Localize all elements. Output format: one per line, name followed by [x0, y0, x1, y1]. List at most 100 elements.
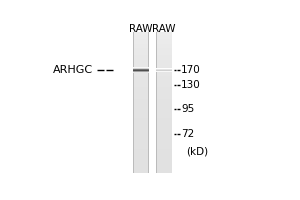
Bar: [156, 56, 172, 58]
Text: 170: 170: [181, 65, 201, 75]
Bar: [156, 159, 172, 161]
Bar: [133, 120, 149, 122]
Text: 130: 130: [181, 80, 201, 90]
Bar: [133, 37, 149, 39]
Bar: [156, 156, 172, 157]
Bar: [133, 172, 149, 173]
Bar: [133, 156, 149, 157]
Bar: [133, 163, 149, 165]
Bar: [133, 110, 149, 111]
Bar: [133, 80, 149, 81]
Bar: [156, 92, 172, 94]
Bar: [133, 83, 149, 85]
Bar: [156, 32, 157, 173]
Bar: [156, 149, 172, 150]
Bar: [133, 65, 149, 67]
Bar: [156, 90, 172, 92]
Bar: [156, 80, 172, 81]
Bar: [133, 94, 149, 95]
Bar: [133, 62, 149, 64]
Bar: [133, 166, 149, 168]
Bar: [133, 55, 149, 56]
Bar: [133, 122, 149, 124]
Bar: [133, 32, 149, 33]
Bar: [133, 74, 149, 76]
Bar: [133, 85, 149, 87]
Text: ARHGC: ARHGC: [53, 65, 93, 75]
Bar: [133, 108, 149, 110]
Bar: [133, 149, 149, 150]
Bar: [133, 111, 149, 113]
Bar: [156, 46, 172, 48]
Bar: [156, 48, 172, 49]
Bar: [156, 97, 172, 99]
Bar: [133, 32, 134, 173]
Bar: [156, 87, 172, 88]
Bar: [133, 168, 149, 170]
Bar: [133, 142, 149, 143]
Bar: [133, 126, 149, 127]
Bar: [156, 64, 172, 65]
Bar: [156, 145, 172, 147]
Bar: [156, 120, 172, 122]
Bar: [133, 131, 149, 133]
Bar: [133, 90, 149, 92]
Bar: [133, 95, 149, 97]
Bar: [133, 44, 149, 46]
Bar: [133, 51, 149, 53]
Bar: [133, 134, 149, 136]
Text: (kD): (kD): [186, 147, 208, 157]
Bar: [156, 88, 172, 90]
Bar: [133, 150, 149, 152]
Bar: [133, 113, 149, 115]
Bar: [133, 152, 149, 154]
Bar: [133, 69, 149, 71]
Bar: [133, 157, 149, 159]
Bar: [133, 115, 149, 117]
Bar: [156, 117, 172, 118]
Bar: [156, 94, 172, 95]
Bar: [133, 161, 149, 163]
Bar: [133, 159, 149, 161]
Bar: [156, 157, 172, 159]
Bar: [133, 42, 149, 44]
Bar: [156, 118, 172, 120]
Bar: [133, 41, 149, 42]
Bar: [133, 133, 149, 134]
Bar: [156, 33, 172, 35]
Bar: [156, 150, 172, 152]
Bar: [156, 95, 172, 97]
Bar: [133, 48, 149, 49]
Bar: [133, 58, 149, 60]
Bar: [133, 53, 149, 55]
Bar: [133, 33, 149, 35]
Bar: [156, 165, 172, 166]
Bar: [156, 126, 172, 127]
Bar: [133, 60, 149, 62]
Bar: [156, 161, 172, 163]
Bar: [133, 124, 149, 126]
Bar: [156, 53, 172, 55]
Text: 72: 72: [181, 129, 194, 139]
Bar: [156, 138, 172, 140]
Bar: [156, 101, 172, 103]
Bar: [156, 154, 172, 156]
Bar: [156, 124, 172, 126]
Bar: [156, 113, 172, 115]
Bar: [133, 129, 149, 131]
Bar: [156, 74, 172, 76]
Bar: [156, 127, 172, 129]
Bar: [133, 78, 149, 80]
Bar: [156, 42, 172, 44]
Bar: [133, 71, 149, 72]
Bar: [133, 64, 149, 65]
Bar: [156, 136, 172, 138]
Bar: [156, 83, 172, 85]
Bar: [156, 147, 172, 149]
Bar: [156, 106, 172, 108]
Bar: [133, 103, 149, 104]
Bar: [133, 106, 149, 108]
Bar: [156, 122, 172, 124]
Text: RAW: RAW: [129, 24, 153, 34]
Bar: [156, 78, 172, 80]
